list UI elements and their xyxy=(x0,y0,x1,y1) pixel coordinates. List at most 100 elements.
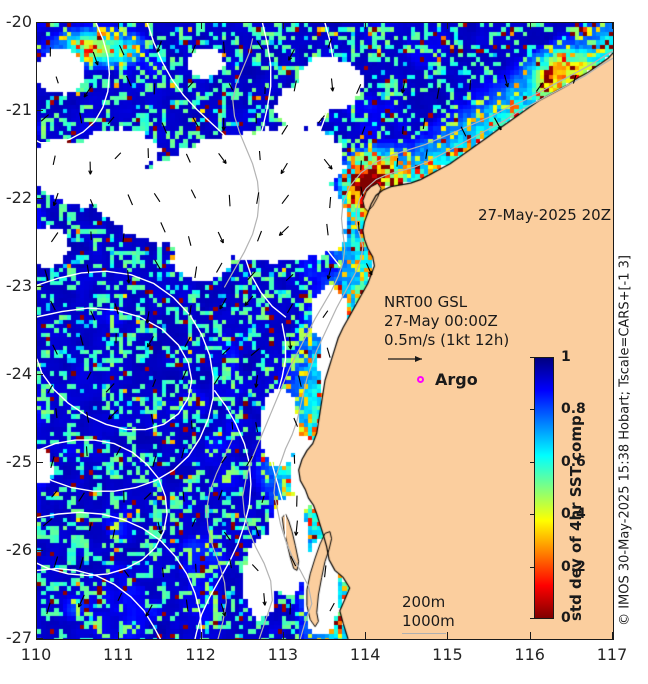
velocity-vector xyxy=(108,409,119,420)
velocity-vector-head xyxy=(330,87,335,92)
ssh-contour-line xyxy=(37,23,111,144)
velocity-vector-head xyxy=(244,301,249,306)
argo-legend-label: Argo xyxy=(435,370,478,389)
ssh-contour-line xyxy=(37,270,214,492)
velocity-vector-head xyxy=(145,319,150,324)
velocity-vector xyxy=(78,594,85,608)
velocity-vector-head xyxy=(288,56,293,61)
velocity-vector xyxy=(44,269,49,281)
velocity-vector xyxy=(258,150,261,161)
x-tick-mark-top xyxy=(200,22,202,29)
x-tick-mark xyxy=(282,632,284,639)
y-tick-mark xyxy=(36,198,43,199)
velocity-vector xyxy=(402,126,404,135)
x-tick-mark xyxy=(447,632,449,639)
colorbar-title: std dev of 4hr SST comp xyxy=(567,415,585,621)
velocity-vector xyxy=(220,603,226,617)
velocity-vector xyxy=(356,84,362,94)
velocity-vector xyxy=(295,520,298,536)
velocity-vector-head xyxy=(94,61,99,66)
velocity-vector xyxy=(195,563,197,573)
velocity-vector xyxy=(231,421,234,430)
velocity-vector xyxy=(535,82,544,92)
velocity-vector-head xyxy=(158,530,163,535)
current-time-label: 27-May 00:00Z xyxy=(384,312,498,330)
velocity-vector xyxy=(365,263,373,276)
velocity-vector-head xyxy=(254,383,259,388)
colorbar-tick-mark xyxy=(530,566,535,568)
y-tick-mark xyxy=(36,374,43,375)
velocity-vector-head xyxy=(278,231,284,237)
velocity-vector xyxy=(156,40,162,53)
velocity-vector xyxy=(90,310,96,321)
y-tick-label: -22 xyxy=(5,188,32,207)
velocity-vector-head xyxy=(88,170,93,175)
velocity-vector-head xyxy=(504,83,509,88)
velocity-vector xyxy=(503,74,509,88)
velocity-vector xyxy=(327,266,332,280)
velocity-vector xyxy=(460,126,467,137)
velocity-vector xyxy=(53,556,59,568)
y-tick-mark xyxy=(36,286,43,287)
colorbar-tick-label: 0.6 xyxy=(561,453,586,470)
map-plot[interactable]: 27-May-2025 20Z NRT00 GSL 27-May 00:00Z … xyxy=(36,22,614,640)
velocity-vector xyxy=(263,593,266,606)
argo-float-marker[interactable] xyxy=(417,376,424,383)
velocity-vector xyxy=(122,233,125,243)
velocity-vector xyxy=(288,48,295,61)
velocity-vector xyxy=(192,117,199,128)
y-tick-label: -20 xyxy=(5,12,32,31)
velocity-vector xyxy=(285,273,294,282)
velocity-vector xyxy=(53,192,59,206)
velocity-vector xyxy=(256,40,264,50)
velocity-vector-head xyxy=(145,612,150,617)
velocity-vector xyxy=(152,379,157,388)
x-tick-mark xyxy=(36,632,37,639)
velocity-vector xyxy=(293,417,299,427)
x-tick-mark xyxy=(118,632,120,639)
velocity-vector xyxy=(86,411,90,423)
velocity-vector xyxy=(298,375,302,387)
x-tick-mark xyxy=(365,632,367,639)
ssh-contour-line xyxy=(37,511,203,639)
timestamp-label: 27-May-2025 20Z xyxy=(478,206,611,224)
x-tick-label: 110 xyxy=(20,645,52,664)
velocity-vector xyxy=(323,158,333,170)
velocity-vector xyxy=(256,192,260,204)
y-tick-label: -25 xyxy=(5,452,32,471)
velocity-vector xyxy=(360,186,364,197)
velocity-vector xyxy=(92,51,99,66)
y-tick-label: -23 xyxy=(5,276,32,295)
x-tick-label: 111 xyxy=(103,645,134,664)
velocity-vector xyxy=(436,87,440,99)
velocity-vector xyxy=(228,83,234,91)
sst-raster-layer xyxy=(37,23,613,639)
velocity-vector-head xyxy=(78,603,83,608)
ssh-contour-line xyxy=(304,23,341,267)
velocity-vector xyxy=(293,80,297,92)
velocity-vector xyxy=(324,565,327,578)
velocity-vector xyxy=(194,266,198,279)
velocity-vector xyxy=(357,221,360,231)
x-tick-label: 115 xyxy=(432,645,463,664)
x-tick-mark xyxy=(612,632,613,639)
velocity-vector xyxy=(223,41,225,54)
velocity-vector xyxy=(229,558,232,569)
bathymetry-contour-line xyxy=(205,437,234,639)
velocity-vector xyxy=(278,226,289,236)
velocity-vector xyxy=(329,602,335,612)
velocity-vector xyxy=(218,152,227,164)
velocity-vector xyxy=(112,529,116,539)
velocity-vector xyxy=(360,160,362,171)
x-tick-label: 116 xyxy=(514,645,545,664)
velocity-vector xyxy=(79,335,84,346)
velocity-vector xyxy=(51,490,58,498)
velocity-vector xyxy=(118,44,125,56)
x-tick-mark-top xyxy=(529,22,531,29)
velocity-vector-head xyxy=(280,169,285,175)
velocity-vector xyxy=(222,347,231,356)
velocity-vector-head xyxy=(400,89,406,94)
x-tick-mark-top xyxy=(118,22,120,29)
velocity-vector xyxy=(217,231,224,244)
